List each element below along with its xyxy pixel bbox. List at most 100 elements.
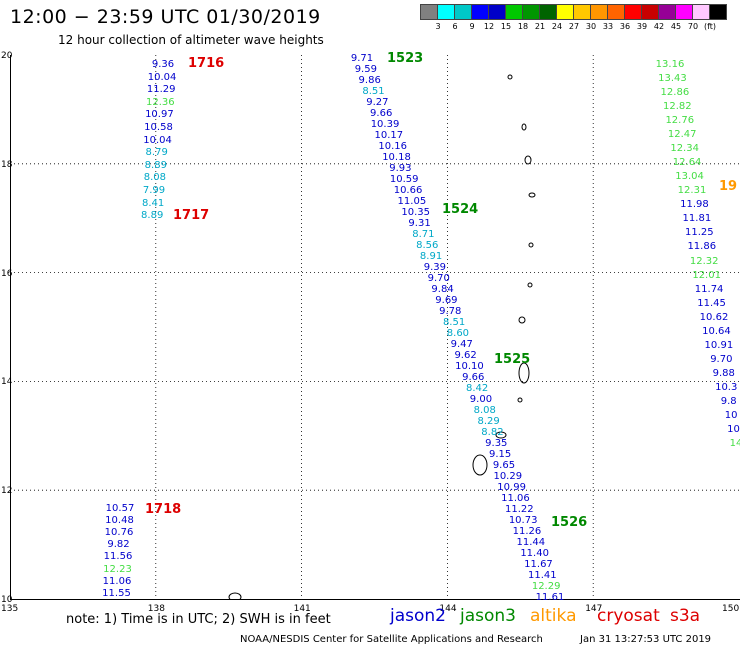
scale-swatch <box>437 4 455 20</box>
wave-height-value: 9.59 <box>354 64 377 75</box>
wave-height-value: 13.16 <box>655 59 685 70</box>
pass-time-label: 1717 <box>173 208 210 223</box>
wave-height-value: 8.82 <box>481 427 504 438</box>
scale-label: 70 <box>687 22 699 31</box>
wave-height-color-scale: 3 6 9 12 15 18 21 24 27 30 33 36 39 42 45 70 (ft) <box>420 4 730 38</box>
island-outline <box>472 454 488 476</box>
wave-height-value: 9.66 <box>462 372 485 383</box>
wave-height-value: 9.84 <box>431 284 454 295</box>
wave-height-value: 10 <box>724 409 738 421</box>
wave-height-value: 9.8 <box>720 395 737 407</box>
wave-height-value: 12.36 <box>145 96 175 108</box>
scale-label: 15 <box>500 22 512 31</box>
wave-height-value: 8.29 <box>477 416 500 427</box>
wave-height-value: 9.35 <box>485 438 508 449</box>
scale-swatch <box>624 4 642 20</box>
legend-jason3: jason3 <box>460 606 516 626</box>
wave-height-value: 8.91 <box>419 251 443 262</box>
units-note: note: 1) Time is in UTC; 2) SWH is in fe… <box>66 612 331 627</box>
legend-jason2: jason2 <box>390 606 446 626</box>
wave-height-value: 10.18 <box>382 152 411 163</box>
scale-swatch <box>709 4 727 20</box>
wave-height-value: 9.00 <box>469 394 493 405</box>
wave-height-value: 10.3 <box>715 381 738 393</box>
wave-height-value: 12.82 <box>663 101 692 113</box>
wave-height-value: 11.22 <box>504 504 534 515</box>
wave-height-value: 9.39 <box>423 262 447 273</box>
scale-label: 30 <box>585 22 597 31</box>
wave-height-value: 9.78 <box>439 306 462 317</box>
wave-height-value: 11.05 <box>397 196 427 207</box>
wave-height-value: 8.08 <box>473 405 496 416</box>
wave-height-value: 9.69 <box>435 295 458 306</box>
longitude-label: 135 <box>1 604 19 614</box>
wave-height-value: 8.51 <box>442 317 466 328</box>
wave-height-value: 12.34 <box>670 143 699 155</box>
wave-height-value: 10.04 <box>147 71 177 83</box>
wave-height-value: 11.29 <box>146 84 176 96</box>
scale-label: 36 <box>619 22 631 31</box>
island-outline <box>507 74 513 80</box>
wave-height-value: 11.86 <box>687 241 717 253</box>
wave-height-value: 9.65 <box>492 460 516 471</box>
wave-height-value: 10.73 <box>508 515 538 526</box>
wave-height-value: 10.58 <box>144 122 173 133</box>
wave-height-value: 8.89 <box>144 159 167 171</box>
wave-height-value: 12.47 <box>667 129 697 141</box>
wave-height-value: 12.31 <box>677 185 707 197</box>
island-outline <box>228 592 242 600</box>
scale-label: 9 <box>469 22 475 31</box>
scale-label: 42 <box>653 22 665 31</box>
scale-swatch <box>590 4 608 20</box>
wave-height-value: 9.36 <box>151 59 175 70</box>
island-outline <box>521 123 527 131</box>
wave-height-value: 12.23 <box>103 563 132 575</box>
scale-swatch <box>658 4 676 20</box>
wave-height-value: 9.86 <box>358 75 381 86</box>
scale-swatch <box>607 4 625 20</box>
wave-height-value: 8.08 <box>143 172 167 184</box>
scale-swatch <box>573 4 591 20</box>
pass-time-label: 1526 <box>551 515 588 530</box>
map-title: 12:00 − 23:59 UTC 01/30/2019 <box>10 6 321 28</box>
wave-height-value: 12.29 <box>531 581 561 592</box>
credit-text: NOAA/NESDIS Center for Satellite Applica… <box>240 634 543 645</box>
scale-label: (ft) <box>703 22 717 31</box>
island-outline <box>524 155 532 165</box>
wave-height-value: 9.31 <box>408 218 431 229</box>
scale-swatch <box>420 4 438 20</box>
scale-swatch <box>505 4 523 20</box>
wave-height-value: 11.81 <box>682 213 712 225</box>
wave-height-value: 10.04 <box>143 134 172 146</box>
longitude-label: 138 <box>147 604 165 614</box>
wave-height-value: 8.71 <box>412 229 435 240</box>
scale-label: 3 <box>435 22 441 31</box>
wave-height-value: 8.51 <box>362 86 385 97</box>
wave-height-value: 7.99 <box>142 185 166 196</box>
wave-height-value: 9.27 <box>366 97 389 108</box>
scale-swatch <box>488 4 506 20</box>
wave-height-value: 10 <box>727 423 740 435</box>
wave-height-value: 8.79 <box>145 147 168 159</box>
wave-height-value: 10.99 <box>497 482 526 493</box>
scale-swatch <box>471 4 489 20</box>
map-grid-and-land <box>10 55 739 600</box>
wave-height-value: 10.66 <box>393 185 423 196</box>
wave-height-value: 8.89 <box>141 210 164 222</box>
pass-time-label: 1523 <box>387 51 424 66</box>
wave-height-value: 12.64 <box>672 157 702 169</box>
wave-height-value: 11.41 <box>527 570 557 581</box>
scale-swatch <box>454 4 472 20</box>
wave-height-value: 12.86 <box>660 87 690 99</box>
wave-height-value: 10.91 <box>704 339 734 351</box>
island-outline <box>518 362 530 384</box>
wave-height-value: 10.10 <box>455 361 484 372</box>
longitude-label: 144 <box>439 604 457 614</box>
wave-height-value: 12.01 <box>692 269 721 281</box>
wave-height-value: 11.40 <box>520 548 549 559</box>
wave-height-value: 10.76 <box>104 527 134 539</box>
wave-height-value: 13.04 <box>675 171 704 183</box>
wave-height-value: 10.62 <box>699 311 729 323</box>
longitude-label: 141 <box>293 604 311 614</box>
wave-height-value: 11.25 <box>685 227 714 239</box>
